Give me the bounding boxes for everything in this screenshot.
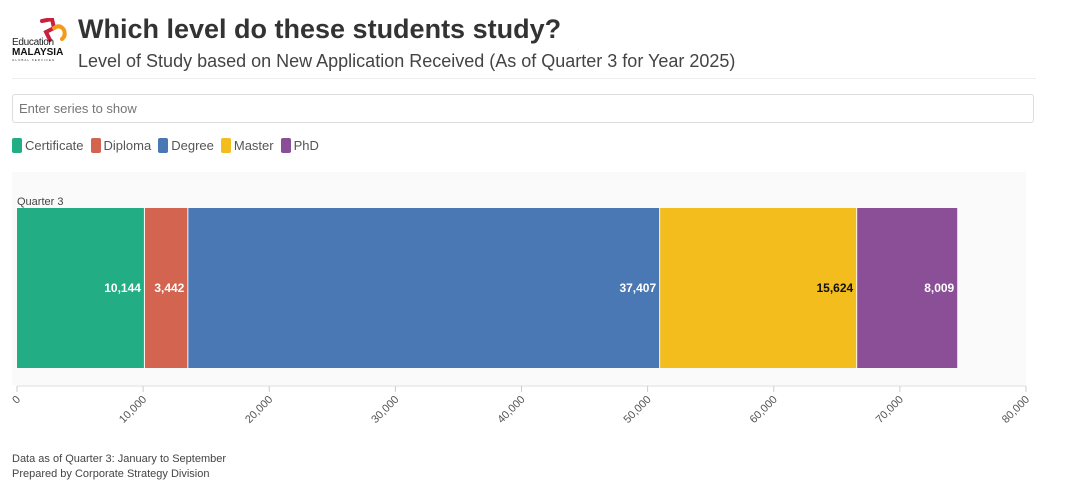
- page-title: Which level do these students study?: [78, 14, 562, 44]
- x-tick-label: 20,000: [243, 394, 275, 426]
- legend: Certificate Diploma Degree Master PhD: [12, 138, 319, 153]
- footer: Data as of Quarter 3: January to Septemb…: [12, 452, 226, 482]
- bar-degree: [188, 208, 660, 368]
- x-tick-label: 80,000: [1000, 394, 1032, 426]
- legend-label: Certificate: [25, 138, 84, 153]
- data-label-phd: 8,009: [924, 281, 954, 295]
- legend-label: Master: [233, 138, 274, 153]
- legend-label: PhD: [293, 138, 319, 153]
- legend-swatch: [280, 138, 291, 153]
- legend-item-phd[interactable]: PhD: [280, 138, 319, 153]
- logo: [10, 18, 72, 64]
- legend-item-diploma[interactable]: Diploma: [90, 138, 152, 153]
- data-label-master: 15,624: [817, 281, 854, 295]
- x-tick-label: 40,000: [495, 394, 527, 426]
- footer-note: Data as of Quarter 3: January to Septemb…: [12, 453, 227, 465]
- bar-master: [660, 208, 857, 368]
- chart: Quarter 3 10,144 3,442 37,407 15,624 8,009 0 10…: [10, 196, 1033, 426]
- x-tick-label: 10,000: [117, 394, 149, 426]
- x-tick-label: 50,000: [621, 394, 653, 426]
- x-tick-label: 0: [10, 394, 23, 407]
- bar-certificate: [17, 208, 144, 368]
- legend-item-master[interactable]: Master: [220, 138, 274, 153]
- footer-credit: Prepared by Corporate Strategy Division: [12, 468, 210, 480]
- series-search-input[interactable]: [12, 94, 1034, 123]
- legend-swatch: [90, 138, 101, 153]
- x-tick-label: 60,000: [748, 394, 780, 426]
- legend-item-degree[interactable]: Degree: [158, 138, 214, 153]
- legend-label: Diploma: [103, 138, 152, 153]
- data-label-diploma: 3,442: [154, 281, 184, 295]
- legend-item-certificate[interactable]: Certificate: [12, 138, 84, 153]
- bar-diploma: [144, 208, 188, 368]
- logo-text: MALAYSIA: [12, 47, 64, 58]
- page-subtitle: Level of Study based on New Application …: [78, 51, 736, 71]
- x-tick-label: 70,000: [874, 394, 906, 426]
- legend-label: Degree: [171, 138, 214, 153]
- data-label-degree: 37,407: [619, 281, 656, 295]
- legend-swatch: [220, 138, 231, 153]
- data-label-certificate: 10,144: [104, 281, 141, 295]
- legend-swatch: [12, 138, 22, 153]
- logo-text: Education: [12, 37, 54, 48]
- bar-phd: [857, 208, 958, 368]
- category-label: Quarter 3: [17, 196, 63, 208]
- x-tick-label: 30,000: [369, 394, 401, 426]
- divider: [12, 78, 1036, 79]
- legend-swatch: [158, 138, 169, 153]
- logo-text: GLOBAL SERVICES: [12, 58, 55, 62]
